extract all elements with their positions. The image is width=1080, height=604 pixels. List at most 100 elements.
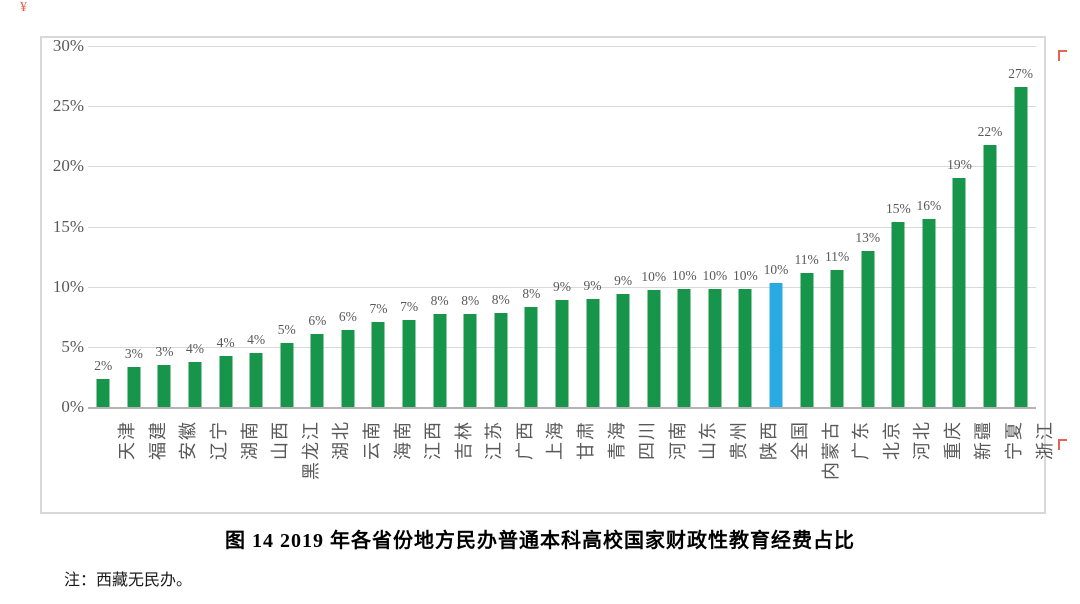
bar-cell: 10% [638, 46, 669, 407]
bar-value-label: 19% [947, 157, 972, 173]
bar-value-label: 10% [641, 269, 667, 285]
bar-贵州 [708, 289, 722, 407]
bar-value-label: 10% [733, 268, 758, 284]
bar-value-label: 9% [552, 278, 571, 294]
bar-黑龙江 [280, 343, 294, 407]
bar-cell: 22% [975, 46, 1006, 407]
red-edge-annotation-mark-icon [1058, 50, 1067, 61]
x-tick-cell: 河南 [638, 416, 688, 512]
figure-title: 图 14 2019 年各省份地方民办普通本科高校国家财政性教育经费占比 [225, 530, 855, 552]
gridline [88, 226, 1036, 228]
bar-内蒙古 [800, 273, 814, 407]
bar-cell: 11% [791, 46, 822, 407]
x-tick-cell: 安徽 [149, 416, 198, 512]
bar-value-label: 5% [277, 322, 296, 338]
x-tick-cell: 辽宁 [180, 416, 229, 512]
x-tick-cell: 江苏 [455, 416, 504, 512]
bar-value-label: 8% [522, 286, 541, 302]
gridline [88, 106, 1036, 108]
bar-cell: 10% [730, 46, 761, 407]
bar-天津 [96, 379, 110, 407]
bar-甘肃 [555, 299, 569, 407]
bar-cell: 27% [1005, 46, 1036, 407]
bar-浙江 [1014, 86, 1028, 407]
bar-value-label: 16% [916, 198, 942, 214]
bar-value-label: 27% [1008, 65, 1033, 81]
bar-value-label: 10% [763, 262, 789, 278]
bar-湖南 [219, 356, 233, 407]
y-axis-tick-label: 20% [52, 156, 84, 176]
x-tick-cell: 浙江 [1005, 416, 1055, 512]
x-axis-labels: 天津 福建 安徽 辽宁 湖南 山西 黑龙江 湖北 云南 海南 江西 吉林 江苏 广西 上海 甘肃 青海 四川 河南山… [88, 416, 1055, 512]
x-tick-cell: 天津 [88, 416, 137, 512]
x-tick-cell: 云南 [333, 416, 382, 512]
bar-cell: 4% [210, 46, 241, 407]
bar-value-label: 8% [491, 292, 510, 308]
bar-value-label: 9% [583, 277, 602, 293]
x-tick-label: 浙江 [1034, 420, 1055, 460]
y-axis-tick-label: 10% [52, 276, 84, 296]
bar-广东 [830, 269, 844, 407]
gridline [88, 407, 1036, 409]
x-tick-cell: 上海 [516, 416, 565, 512]
bar-陕西 [738, 289, 752, 407]
x-tick-cell: 青海 [577, 416, 627, 512]
bar-value-label: 10% [702, 268, 728, 284]
bar-广西 [494, 313, 508, 407]
bar-value-label: 10% [671, 268, 697, 284]
bar-cell: 10% [700, 46, 731, 407]
bar-value-label: 11% [825, 248, 850, 264]
bar-河南 [647, 290, 661, 407]
bar-cell: 4% [241, 46, 272, 407]
bar-山东 [677, 289, 691, 407]
bar-value-label: 4% [247, 331, 266, 347]
bar-cell: 7% [363, 46, 394, 407]
x-tick-cell: 四川 [608, 416, 657, 512]
x-tick-cell: 吉林 [424, 416, 474, 512]
y-axis-tick-label: 25% [52, 96, 84, 116]
bar-value-label: 6% [338, 309, 357, 324]
bar-重庆 [922, 219, 936, 407]
x-tick-cell: 内蒙古 [791, 416, 841, 512]
x-tick-cell: 贵州 [700, 416, 749, 512]
bar-cell: 4% [180, 46, 211, 407]
chart-frame: 30% 25% 20% 15% 10% 5% 0% 2% 3% 3% 4% 4% 4% 5% 6% 6% 7%… [40, 36, 1055, 514]
bar-cell: 3% [149, 46, 180, 407]
bar-辽宁 [188, 362, 202, 407]
bar-云南 [341, 330, 355, 407]
gridline [88, 46, 1036, 47]
bar-value-label: 3% [124, 346, 143, 362]
x-tick-cell: 湖南 [210, 416, 260, 512]
bar-江苏 [463, 314, 477, 407]
bar-cell: 8% [486, 46, 517, 407]
bar-cell: 10% [761, 46, 792, 407]
bar-全国 [769, 283, 783, 407]
bar-value-label: 7% [369, 300, 388, 316]
y-axis-tick-label: 30% [52, 36, 84, 55]
bar-上海 [524, 307, 538, 407]
bar-value-label: 6% [308, 312, 327, 328]
bar-cell: 10% [669, 46, 700, 407]
x-tick-cell: 甘肃 [547, 416, 596, 512]
bar-cell: 9% [608, 46, 639, 407]
bar-cell: 8% [424, 46, 455, 407]
bar-cell: 9% [577, 46, 608, 407]
bar-cell: 5% [271, 46, 302, 407]
bar-cell: 6% [302, 46, 333, 407]
bar-cell: 15% [883, 46, 914, 407]
bar-cell: 6% [333, 46, 364, 407]
bar-山西 [249, 352, 263, 407]
bar-四川 [616, 293, 630, 407]
bar-cell: 7% [394, 46, 425, 407]
bar-value-label: 3% [155, 343, 174, 359]
x-tick-cell: 海南 [363, 416, 413, 512]
bar-value-label: 15% [885, 200, 911, 216]
bar-value-label: 7% [400, 299, 419, 315]
bar-新疆 [952, 178, 966, 407]
bar-value-label: 8% [461, 293, 480, 309]
red-edge-annotation-mark-icon [1058, 439, 1067, 450]
bar-value-label: 8% [430, 293, 449, 309]
x-tick-cell: 全国 [761, 416, 810, 512]
gridline [88, 286, 1036, 288]
bar-cell: 9% [547, 46, 578, 407]
